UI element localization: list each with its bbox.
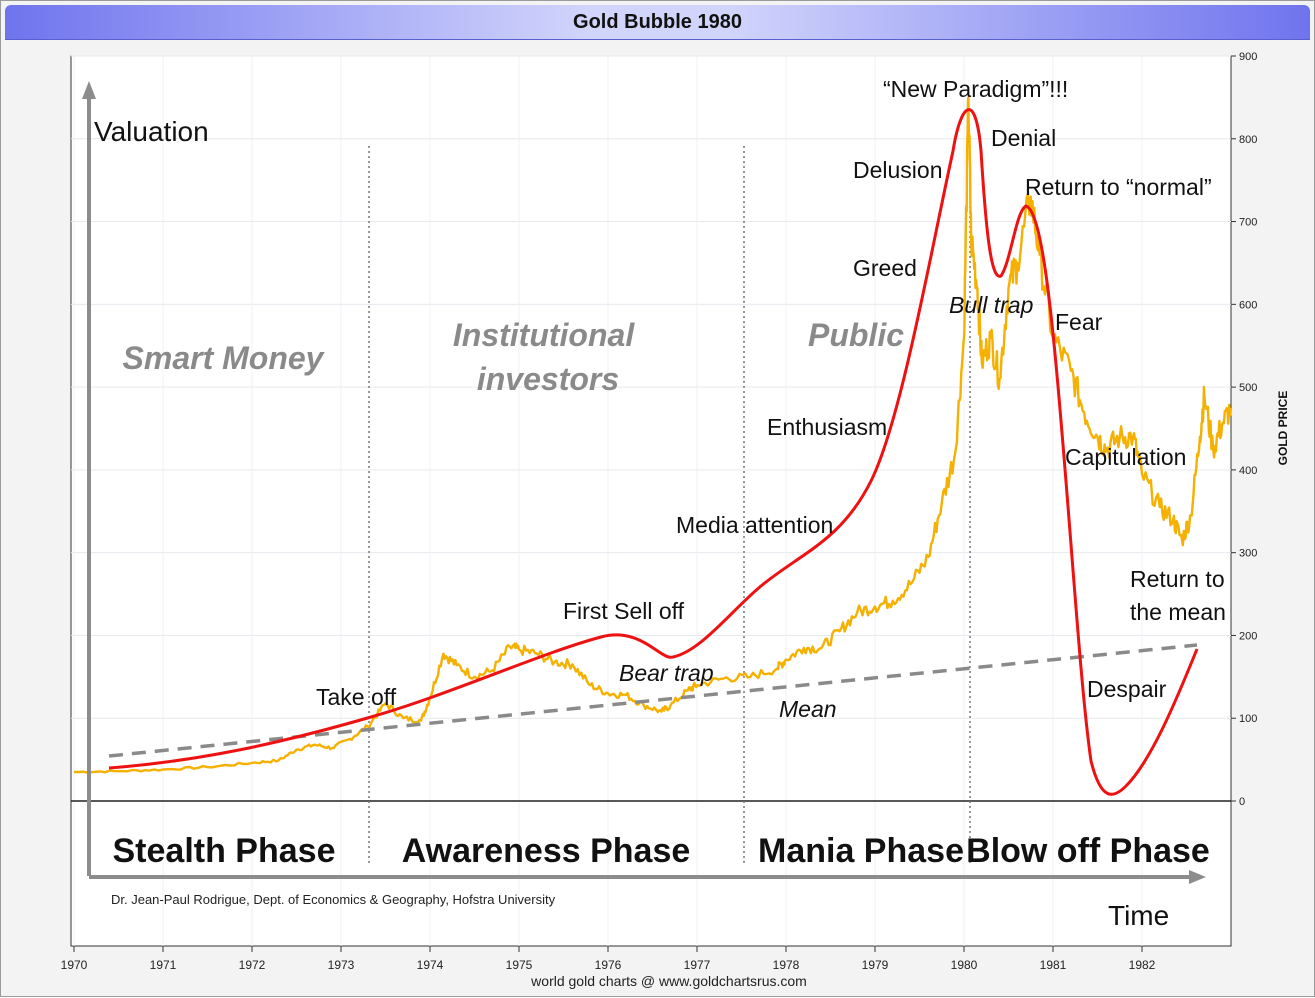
y-tick-label: 400 [1239,465,1257,477]
y-tick-label: 600 [1239,299,1257,311]
annotation-delusion: Delusion [853,157,943,183]
y-tick-label: 900 [1239,51,1257,63]
valuation-axis-arrowhead [82,81,96,99]
x-tick-label: 1982 [1129,958,1156,972]
y-tick-label: 200 [1239,630,1257,642]
x-tick-label: 1979 [862,958,889,972]
y-tick-label: 700 [1239,217,1257,229]
annotation-bear-trap: Bear trap [619,660,714,686]
annotation-return-to-normal: Return to “normal” [1025,174,1212,200]
gold-price-series-line [74,96,1233,774]
valuation-curve [108,108,1199,796]
x-tick-label: 1975 [506,958,533,972]
annotation-enthusiasm: Enthusiasm [767,414,887,440]
time-label: Time [1108,900,1169,931]
annotation-despair: Despair [1087,676,1167,702]
region-institutional-investors: Institutional investors [453,317,643,397]
phase-blow-off: Blow off Phase [966,832,1210,870]
x-tick-label: 1972 [239,958,266,972]
region-institutional-line-1: Institutional [453,317,635,353]
y-axis-label: GOLD PRICE [1276,391,1290,466]
phase-awareness: Awareness Phase [402,832,691,870]
footer-source: world gold charts @ www.goldchartsrus.co… [530,973,807,989]
x-axis-ticks: 1970 1971 1972 1973 1974 1975 1976 1977 1978 1979… [61,946,1156,972]
region-institutional-line-2: investors [477,361,619,397]
x-tick-label: 1970 [61,958,88,972]
phase-mania: Mania Phase [758,832,964,870]
y-tick-label: 800 [1239,134,1257,146]
credit-text: Dr. Jean-Paul Rodrigue, Dept. of Economi… [111,892,556,907]
y-tick-label: 300 [1239,548,1257,560]
annotation-greed: Greed [853,255,917,281]
x-tick-label: 1971 [150,958,177,972]
annotation-return-to-the-mean-line-1: Return to [1130,566,1225,592]
annotation-mean: Mean [779,696,837,722]
x-tick-label: 1973 [328,958,355,972]
x-tick-label: 1977 [684,958,711,972]
x-tick-label: 1976 [595,958,622,972]
annotation-take-off: Take off [316,684,397,710]
x-tick-label: 1981 [1040,958,1067,972]
y-tick-label: 500 [1239,382,1257,394]
annotation-denial: Denial [991,125,1056,151]
annotation-new-paradigm: “New Paradigm”!!! [883,76,1068,102]
x-tick-label: 1980 [951,958,978,972]
x-tick-label: 1974 [417,958,444,972]
y-axis-ticks: 0 100 200 300 400 500 600 700 800 900 [1231,51,1257,808]
time-axis-arrowhead [1189,870,1206,884]
annotation-media-attention: Media attention [676,512,833,538]
x-tick-label: 1978 [773,958,800,972]
annotation-return-to-the-mean-line-2: the mean [1130,599,1226,625]
y-tick-label: 100 [1239,713,1257,725]
region-public: Public [808,317,904,353]
annotation-fear: Fear [1055,309,1103,335]
title-bar: Gold Bubble 1980 [5,5,1310,40]
annotation-bull-trap: Bull trap [949,292,1034,318]
y-tick-label: 0 [1239,796,1245,808]
phase-stealth: Stealth Phase [113,832,336,870]
plot-area [70,55,1232,947]
region-smart-money: Smart Money [123,340,326,376]
annotation-first-sell-off: First Sell off [563,598,685,624]
valuation-label: Valuation [94,116,209,147]
chart-title: Gold Bubble 1980 [573,11,742,33]
annotation-capitulation: Capitulation [1065,444,1186,470]
